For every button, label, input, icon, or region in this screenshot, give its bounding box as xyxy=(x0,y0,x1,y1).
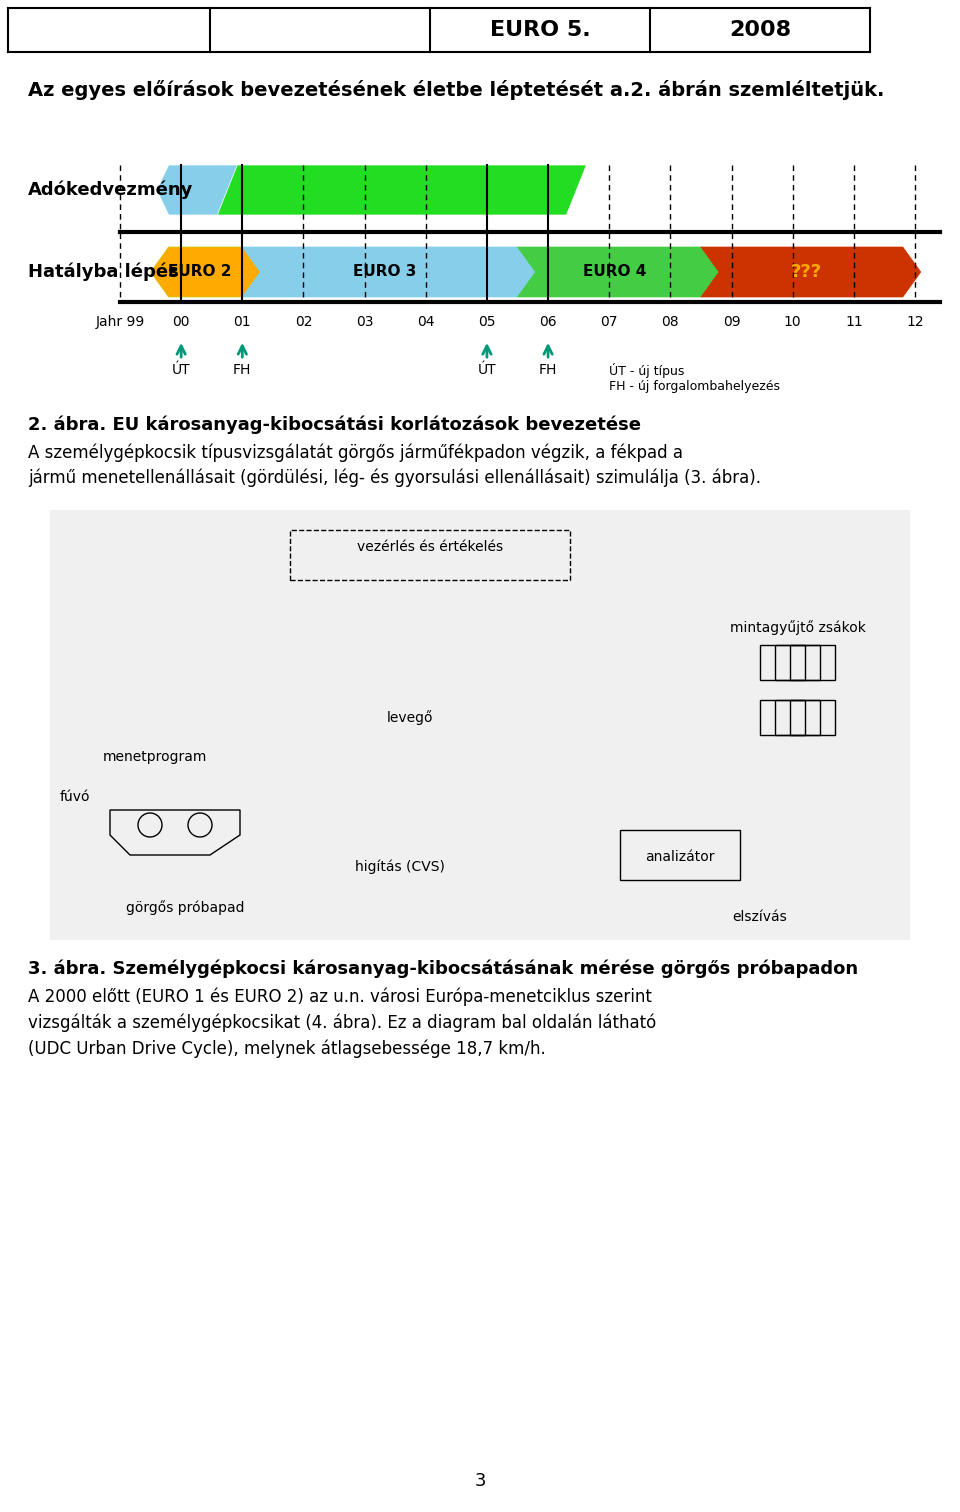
Text: görgős próbapad: görgős próbapad xyxy=(126,900,244,915)
Text: EURO 3: EURO 3 xyxy=(353,265,417,280)
Text: Jahr 99: Jahr 99 xyxy=(95,314,145,330)
Text: 10: 10 xyxy=(784,314,802,330)
Bar xyxy=(790,700,835,735)
Text: 07: 07 xyxy=(601,314,618,330)
Text: 06: 06 xyxy=(540,314,557,330)
Text: 2008: 2008 xyxy=(729,20,791,39)
Polygon shape xyxy=(217,165,587,215)
Text: FH: FH xyxy=(233,363,252,376)
Text: vezérlés és értékelés: vezérlés és értékelés xyxy=(357,540,503,553)
Text: 04: 04 xyxy=(417,314,435,330)
Text: A 2000 előtt (EURO 1 és EURO 2) az u.n. városi Európa-menetciklus szerint
vizsgá: A 2000 előtt (EURO 1 és EURO 2) az u.n. … xyxy=(28,987,657,1058)
Text: Hatályba lépés: Hatályba lépés xyxy=(28,263,179,281)
Text: ÚT - új típus
FH - új forgalombahelyezés: ÚT - új típus FH - új forgalombahelyezés xyxy=(610,363,780,393)
Bar xyxy=(760,646,805,680)
Text: ÚT: ÚT xyxy=(172,363,190,376)
Bar xyxy=(775,646,820,680)
Bar xyxy=(790,646,835,680)
Text: FH: FH xyxy=(539,363,557,376)
Text: elszívás: elszívás xyxy=(732,910,787,924)
Polygon shape xyxy=(242,246,536,296)
Polygon shape xyxy=(151,246,260,296)
Text: analizátor: analizátor xyxy=(645,850,715,863)
Text: levegő: levegő xyxy=(387,711,433,724)
Bar xyxy=(775,700,820,735)
Text: 11: 11 xyxy=(845,314,863,330)
Text: EURO 2: EURO 2 xyxy=(168,265,231,280)
Text: 05: 05 xyxy=(478,314,495,330)
Text: 02: 02 xyxy=(295,314,312,330)
Text: Adókedvezmény: Adókedvezmény xyxy=(28,181,193,200)
Text: mintagyűjtő zsákok: mintagyűjtő zsákok xyxy=(730,620,866,635)
FancyBboxPatch shape xyxy=(50,510,910,940)
Text: menetprogram: menetprogram xyxy=(103,750,207,764)
Text: A személygépkocsik típusvizsgálatát görgős járműfékpadon végzik, a fékpad a
járm: A személygépkocsik típusvizsgálatát görg… xyxy=(28,443,761,487)
Polygon shape xyxy=(156,165,260,215)
Text: EURO 5.: EURO 5. xyxy=(490,20,590,39)
Text: 2. ábra. EU károsanyag-kibocsátási korlátozások bevezetése: 2. ábra. EU károsanyag-kibocsátási korlá… xyxy=(28,414,641,434)
Polygon shape xyxy=(701,246,921,296)
Bar xyxy=(290,531,570,581)
Text: fúvó: fúvó xyxy=(60,789,90,804)
Text: ???: ??? xyxy=(791,263,823,281)
Bar xyxy=(620,830,740,880)
Text: 3: 3 xyxy=(474,1473,486,1489)
Text: 03: 03 xyxy=(356,314,373,330)
Text: 08: 08 xyxy=(661,314,679,330)
Polygon shape xyxy=(517,246,719,296)
Text: EURO 4: EURO 4 xyxy=(583,265,646,280)
Text: 12: 12 xyxy=(906,314,924,330)
Text: 09: 09 xyxy=(723,314,740,330)
Text: 3. ábra. Személygépkocsi károsanyag-kibocsátásának mérése görgős próbapadon: 3. ábra. Személygépkocsi károsanyag-kibo… xyxy=(28,960,858,978)
Bar xyxy=(760,700,805,735)
Text: ÚT: ÚT xyxy=(478,363,496,376)
Text: Az egyes előírások bevezetésének életbe léptetését a.2. ábrán szemléltetjük.: Az egyes előírások bevezetésének életbe … xyxy=(28,80,884,100)
Text: higítás (CVS): higítás (CVS) xyxy=(355,860,444,874)
Text: 00: 00 xyxy=(173,314,190,330)
Text: 01: 01 xyxy=(233,314,252,330)
